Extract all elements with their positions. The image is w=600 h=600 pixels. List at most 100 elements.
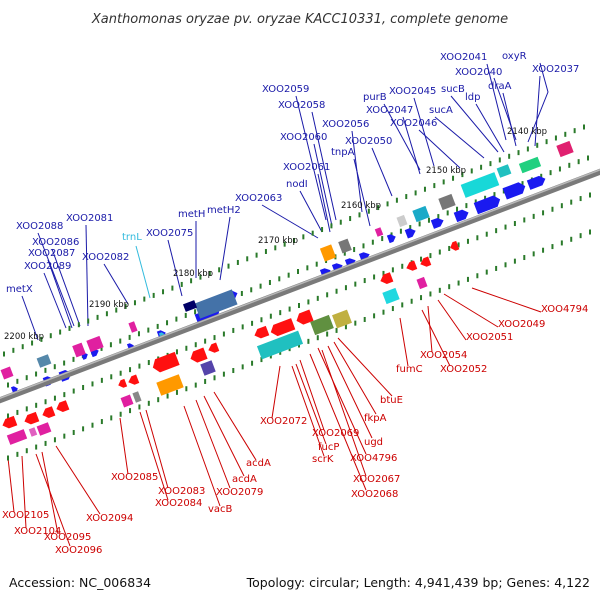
scale-tick (147, 327, 150, 333)
reverse-gene-arrow (296, 309, 314, 325)
reverse-gene-label[interactable]: XOO2085 (111, 472, 158, 483)
scale-tick (542, 247, 545, 253)
scale-tick (311, 230, 314, 236)
forward-gene-label[interactable]: sucA (429, 105, 453, 116)
scale-tick (49, 333, 52, 339)
forward-gene-label[interactable]: XOO2041 (440, 52, 487, 63)
forward-gene-leader (402, 116, 421, 175)
reverse-gene-label[interactable]: XOO2052 (440, 364, 487, 375)
reverse-gene-label[interactable]: XOO2105 (2, 510, 49, 521)
reverse-gene-label[interactable]: XOO4796 (350, 453, 397, 464)
forward-gene-leader (219, 216, 231, 281)
reverse-gene-leader (119, 417, 129, 475)
scale-tick (109, 342, 112, 348)
genome-summary-text: Topology: circular; Length: 4,941,439 bp… (246, 575, 590, 590)
forward-gene-label[interactable]: XOO2059 (262, 84, 309, 95)
reverse-gene-label[interactable]: vacB (208, 504, 233, 515)
forward-gene-label[interactable]: oxyR (502, 51, 527, 62)
reverse-gene-label[interactable]: XOO2072 (260, 416, 307, 427)
scale-tick (448, 245, 451, 251)
forward-gene-leader (261, 204, 319, 239)
forward-gene-label[interactable]: XOO2058 (278, 100, 325, 111)
forward-gene-label[interactable]: XOO2086 (32, 237, 79, 248)
scale-tick (589, 192, 591, 198)
forward-gene-label[interactable]: XOO2046 (390, 118, 437, 129)
forward-gene-label[interactable]: nodI (286, 179, 308, 190)
scale-tick (330, 223, 333, 229)
scale-tick (344, 285, 347, 291)
forward-gene-label[interactable]: XOO2060 (280, 132, 327, 143)
forward-gene-label[interactable]: XOO2040 (455, 67, 502, 78)
scale-tick (542, 210, 545, 216)
scale-tick (381, 236, 384, 242)
reverse-gene-label[interactable]: XOO2104 (14, 526, 61, 537)
reverse-gene-label[interactable]: fkpA (364, 413, 387, 424)
reverse-gene-label[interactable]: XOO2067 (353, 474, 400, 485)
forward-gene-label[interactable]: XOO2089 (24, 261, 71, 272)
scale-tick (470, 168, 473, 174)
forward-gene-box (338, 238, 352, 254)
reverse-gene-label[interactable]: fumC (396, 364, 423, 375)
forward-gene-label[interactable]: XOO2082 (82, 252, 129, 263)
forward-gene-label[interactable]: XOO2061 (283, 162, 330, 173)
reverse-gene-label[interactable]: acdA (232, 474, 257, 485)
forward-gene-label[interactable]: XOO2081 (66, 213, 113, 224)
scale-tick (549, 170, 552, 176)
forward-gene-label[interactable]: purB (363, 92, 387, 103)
scale-tick (480, 164, 483, 170)
scale-tick (414, 190, 417, 196)
reverse-gene-label[interactable]: XOO2054 (420, 350, 467, 361)
rna-gene-label[interactable]: trnL (122, 232, 142, 243)
scale-tick (128, 334, 131, 340)
forward-gene-label[interactable]: XOO2088 (16, 221, 63, 232)
forward-gene-label[interactable]: ldp (465, 92, 480, 103)
forward-gene-label[interactable]: XOO2075 (146, 228, 193, 239)
forward-gene-leader (383, 103, 421, 171)
forward-gene-label[interactable]: XOO2050 (345, 136, 392, 147)
scale-tick (335, 327, 338, 333)
reverse-gene-label[interactable]: fucP (318, 442, 339, 453)
reverse-gene-label[interactable]: XOO2083 (158, 486, 205, 497)
scale-tick (147, 360, 150, 366)
reverse-gene-leader (337, 337, 393, 397)
forward-gene-label[interactable]: XOO2037 (532, 64, 579, 75)
reverse-gene-label[interactable]: XOO2049 (498, 319, 545, 330)
forward-gene-label[interactable]: sucB (441, 84, 465, 95)
forward-gene-label[interactable]: XOO2056 (322, 119, 369, 130)
reverse-gene-label[interactable]: scrK (312, 454, 334, 465)
reverse-gene-label[interactable]: XOO2096 (55, 545, 102, 556)
reverse-gene-label[interactable]: XOO2069 (312, 428, 359, 439)
reverse-gene-arrow (208, 342, 220, 353)
forward-gene-label[interactable]: tnpA (331, 147, 355, 158)
scale-tick (363, 316, 366, 322)
reverse-gene-label[interactable]: XOO2051 (466, 332, 513, 343)
scale-tick (358, 212, 361, 218)
scale-tick (194, 342, 197, 348)
reverse-gene-label[interactable]: XOO2079 (216, 487, 263, 498)
reverse-gene-label[interactable]: XOO2095 (44, 532, 91, 543)
reverse-gene-arrow (42, 406, 56, 419)
scale-tick (316, 335, 319, 341)
reverse-gene-label[interactable]: XOO4794 (541, 304, 588, 315)
forward-gene-label[interactable]: XOO2063 (235, 193, 282, 204)
scale-tick (166, 320, 169, 326)
reverse-gene-arrow (152, 351, 180, 373)
forward-gene-label[interactable]: metH (178, 209, 205, 220)
reverse-gene-label[interactable]: ugd (364, 437, 383, 448)
reverse-gene-label[interactable]: XOO2094 (86, 513, 133, 524)
forward-gene-label[interactable]: XOO2045 (389, 86, 436, 97)
forward-gene-label[interactable]: metX (6, 284, 33, 295)
forward-gene-label[interactable]: XOO2087 (28, 248, 75, 259)
scale-tick (315, 261, 318, 267)
reverse-gene-label[interactable]: acdA (246, 458, 271, 469)
scale-tick (476, 273, 479, 279)
forward-gene-label[interactable]: metH2 (207, 205, 241, 216)
forward-gene-label[interactable]: draA (488, 81, 512, 92)
reverse-gene-label[interactable]: btuE (380, 395, 403, 406)
reverse-gene-label[interactable]: XOO2084 (155, 498, 202, 509)
scale-tick (532, 251, 535, 257)
reverse-gene-label[interactable]: XOO2068 (351, 489, 398, 500)
scale-tick (7, 382, 9, 388)
forward-gene-label[interactable]: XOO2047 (366, 105, 413, 116)
